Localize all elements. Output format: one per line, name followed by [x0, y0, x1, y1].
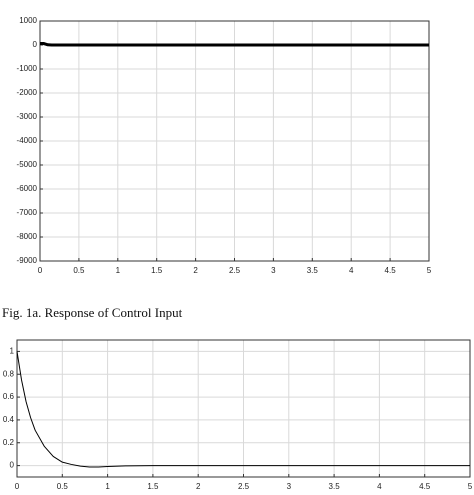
x-tick-label: 3.5 [307, 266, 319, 275]
y-tick-label: 0 [10, 461, 15, 470]
x-tick-label: 2 [193, 266, 198, 275]
x-tick-label: 5 [427, 266, 432, 275]
x-tick-label: 3 [271, 266, 276, 275]
x-tick-label: 4.5 [419, 482, 431, 491]
y-tick-label: -5000 [17, 160, 38, 169]
x-tick-label: 0.5 [57, 482, 69, 491]
x-tick-label: 4.5 [385, 266, 397, 275]
x-tick-label: 1.5 [151, 266, 163, 275]
x-tick-label: 4 [377, 482, 382, 491]
y-tick-label: -1000 [17, 64, 38, 73]
y-tick-label: 0.4 [3, 415, 15, 424]
y-tick-label: 1000 [19, 16, 37, 25]
x-tick-label: 0 [38, 266, 43, 275]
y-tick-label: -9000 [17, 256, 38, 265]
y-tick-label: 1 [10, 347, 15, 356]
y-tick-label: 0.6 [3, 392, 15, 401]
x-tick-label: 2.5 [238, 482, 250, 491]
x-tick-label: 0 [15, 482, 20, 491]
x-tick-label: 2.5 [229, 266, 241, 275]
x-tick-label: 4 [349, 266, 354, 275]
x-tick-label: 1 [116, 266, 121, 275]
y-tick-label: -4000 [17, 136, 38, 145]
x-tick-label: 0.5 [73, 266, 85, 275]
caption: Fig. 1a. Response of Control Input [2, 305, 183, 320]
y-tick-label: 0.2 [3, 438, 15, 447]
y-tick-label: 0.8 [3, 369, 15, 378]
x-tick-label: 5 [468, 482, 473, 491]
y-tick-label: 0 [33, 40, 38, 49]
x-tick-label: 2 [196, 482, 201, 491]
plot-frame [16, 339, 471, 478]
x-tick-label: 3 [287, 482, 292, 491]
x-tick-label: 1 [105, 482, 110, 491]
y-tick-label: -3000 [17, 112, 38, 121]
y-tick-label: -2000 [17, 88, 38, 97]
line [16, 351, 470, 468]
y-tick-label: -7000 [17, 208, 38, 217]
plot-frame [39, 20, 430, 262]
y-tick-label: -8000 [17, 232, 38, 241]
x-tick-label: 1.5 [147, 482, 159, 491]
line [40, 42, 429, 47]
x-tick-label: 3.5 [329, 482, 341, 491]
y-tick-label: -6000 [17, 184, 38, 193]
